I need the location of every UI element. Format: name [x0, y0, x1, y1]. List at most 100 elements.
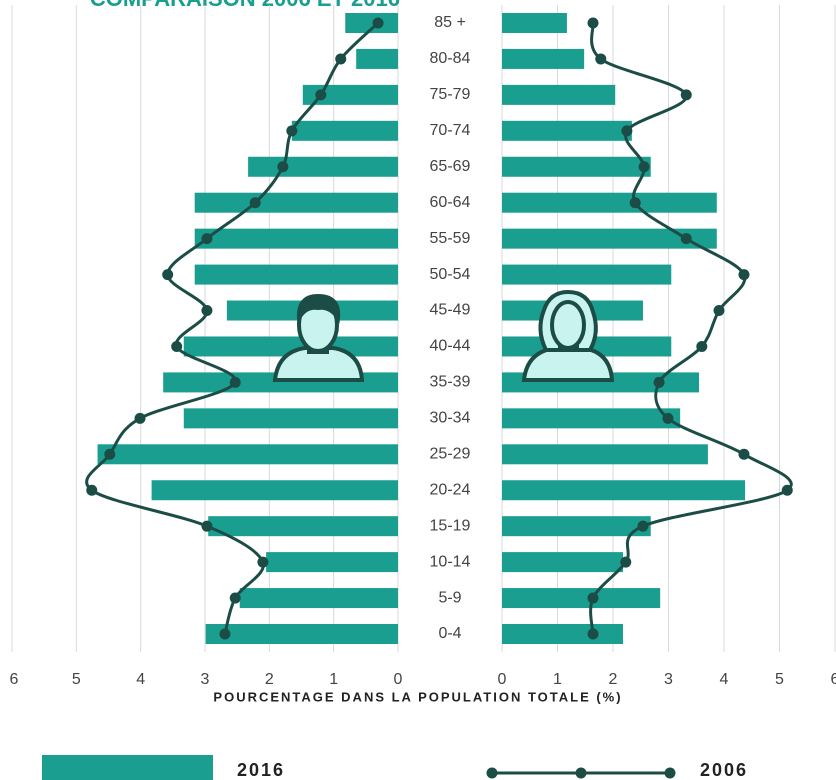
line-point: [621, 125, 633, 137]
line-point: [713, 305, 725, 317]
bar: [502, 444, 708, 465]
line-point: [587, 628, 599, 640]
x-tick-label: 1: [329, 671, 338, 688]
line-point: [257, 556, 269, 568]
line-point: [637, 520, 649, 532]
x-tick-label: 6: [831, 671, 836, 688]
grid: [11, 5, 836, 652]
bar: [502, 192, 717, 213]
category-label: 75-79: [430, 86, 471, 103]
bar: [502, 84, 616, 105]
line-point: [286, 125, 298, 137]
bar: [205, 624, 398, 644]
line-point: [104, 448, 116, 460]
line-point: [229, 592, 241, 604]
category-label: 10-14: [430, 553, 471, 570]
category-label: 70-74: [430, 122, 471, 139]
line-point: [315, 89, 327, 101]
category-label: 45-49: [430, 302, 471, 319]
line-point: [587, 17, 599, 29]
line-point: [629, 197, 641, 209]
category-label: 65-69: [430, 158, 471, 175]
line-point: [229, 376, 241, 388]
line-point: [696, 340, 708, 352]
line-point: [662, 412, 674, 424]
bar: [151, 480, 398, 501]
bar: [502, 48, 585, 69]
x-tick-label: 5: [72, 671, 81, 688]
line: [589, 22, 793, 635]
line-point: [201, 520, 213, 532]
x-tick-label: 2: [609, 671, 618, 688]
category-label: 25-29: [430, 446, 471, 463]
female-icon: [521, 289, 615, 382]
line-point: [781, 484, 793, 496]
legend-marker: [575, 767, 587, 779]
bar: [248, 156, 398, 177]
line-point: [201, 233, 213, 245]
line-point: [171, 340, 183, 352]
line-point: [680, 233, 692, 245]
bar: [183, 408, 398, 429]
x-tick-label: 6: [10, 671, 19, 688]
line-point: [335, 53, 347, 65]
bar: [502, 120, 632, 141]
bar: [194, 228, 398, 249]
bar: [502, 552, 623, 573]
category-label: 50-54: [430, 266, 471, 283]
line-point: [162, 269, 174, 281]
bar: [502, 516, 651, 537]
bar: [291, 120, 398, 141]
line-point: [738, 448, 750, 460]
line-point: [680, 89, 692, 101]
line-point: [638, 161, 650, 173]
x-tick-label: 4: [136, 671, 145, 688]
x-axis-title: POURCENTAGE DANS LA POPULATION TOTALE (%…: [213, 689, 622, 704]
line-point: [277, 161, 289, 173]
lines: [85, 17, 793, 640]
legend-label: 2006: [700, 760, 748, 780]
legend: 2016 2006: [42, 755, 748, 780]
category-label: 55-59: [430, 230, 471, 247]
x-tick-label: 3: [201, 671, 210, 688]
legend-label: 2016: [237, 760, 285, 780]
category-label: 60-64: [430, 194, 471, 211]
line-point: [201, 305, 213, 317]
bar: [502, 588, 661, 609]
category-label: 80-84: [430, 50, 471, 67]
category-label: 40-44: [430, 338, 471, 355]
legend-marker: [486, 767, 498, 779]
line-point: [653, 376, 665, 388]
x-tick-label: 5: [775, 671, 784, 688]
line-point: [738, 269, 750, 281]
bar: [502, 264, 672, 285]
line-point: [587, 592, 599, 604]
legend-marker: [664, 767, 676, 779]
labels: 0 1 2 3 4 5 6 0 1 2 3 4 5 6 85 + 80-84 75-79 70-74 65-69 60…: [10, 14, 836, 688]
bar: [194, 264, 398, 285]
line-point: [249, 197, 261, 209]
x-tick-label: 0: [498, 671, 507, 688]
line-point: [595, 53, 607, 65]
bar: [345, 13, 398, 33]
category-label: 5-9: [438, 589, 461, 606]
line-point: [620, 556, 632, 568]
x-tick-label: 2: [265, 671, 274, 688]
bar: [502, 228, 717, 249]
category-label: 85 +: [434, 14, 466, 31]
bar: [97, 444, 399, 465]
category-label: 30-34: [430, 410, 471, 427]
bars: [97, 13, 746, 644]
bar: [502, 624, 623, 644]
bar: [502, 156, 651, 177]
icons: [272, 289, 615, 382]
line-point: [219, 628, 231, 640]
bar: [194, 192, 398, 213]
x-tick-label: 4: [720, 671, 729, 688]
category-label: 0-4: [438, 625, 461, 642]
bar: [239, 588, 398, 609]
category-label: 15-19: [430, 517, 471, 534]
category-label: 20-24: [430, 481, 471, 498]
male-icon: [272, 293, 365, 382]
